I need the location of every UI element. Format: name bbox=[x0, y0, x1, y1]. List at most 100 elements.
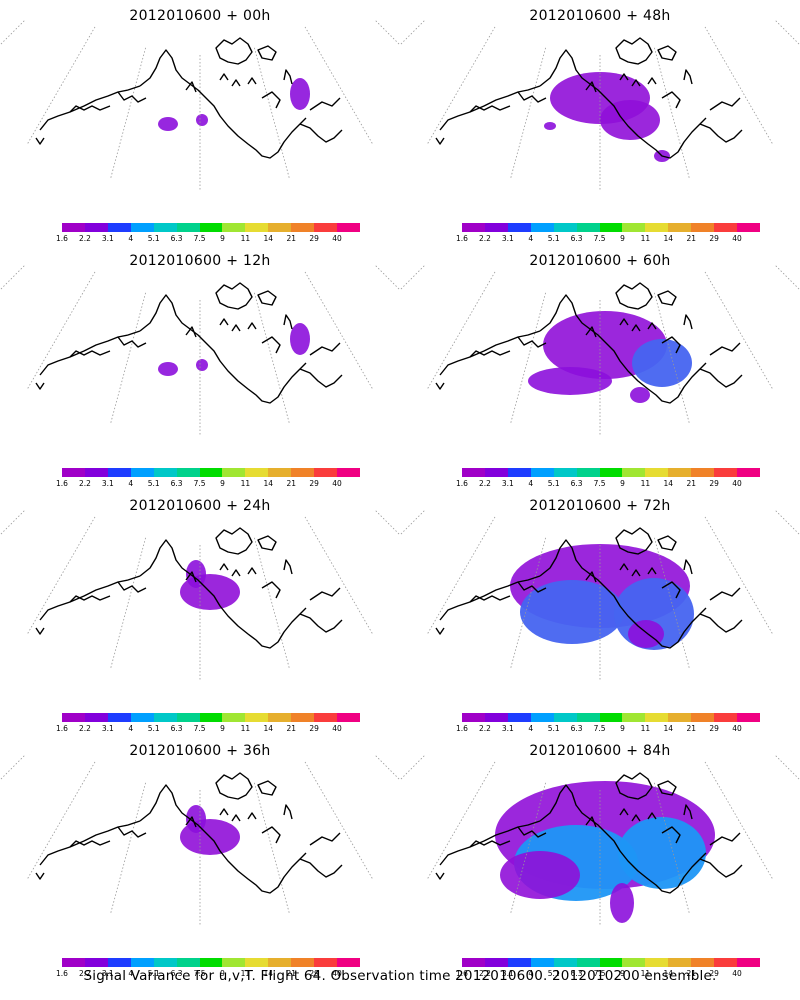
polar-map bbox=[400, 265, 800, 435]
colorbar-label: 14 bbox=[663, 969, 674, 978]
colorbar-label: 11 bbox=[240, 724, 251, 733]
colorbar-label: 21 bbox=[286, 234, 296, 243]
colorbar-label: 9 bbox=[620, 234, 625, 243]
colorbar-swatch bbox=[622, 713, 646, 722]
colorbar-swatch bbox=[553, 958, 577, 967]
variance-region bbox=[500, 851, 580, 899]
colorbar-label: 21 bbox=[686, 234, 696, 243]
colorbar-label: 9 bbox=[620, 724, 625, 733]
colorbar-label: 1.6 bbox=[56, 479, 68, 488]
colorbar-label: 40 bbox=[732, 479, 742, 488]
colorbar-swatch bbox=[691, 713, 715, 722]
polar-map bbox=[0, 20, 400, 190]
panel-title: 2012010600 + 00h bbox=[129, 8, 271, 24]
colorbar-label: 21 bbox=[286, 724, 296, 733]
colorbar bbox=[62, 223, 360, 232]
coastline bbox=[35, 37, 343, 159]
colorbar-label: 40 bbox=[332, 969, 342, 978]
colorbar-swatch bbox=[576, 223, 600, 232]
variance-region bbox=[528, 367, 612, 395]
variance-region bbox=[632, 339, 692, 387]
colorbar-swatch bbox=[530, 713, 554, 722]
colorbar-swatch bbox=[553, 223, 577, 232]
graticule bbox=[0, 510, 400, 680]
colorbar-swatch bbox=[714, 223, 738, 232]
colorbar-swatch bbox=[714, 713, 738, 722]
colorbar-swatch bbox=[507, 713, 531, 722]
colorbar-label: 14 bbox=[263, 479, 274, 488]
variance-region bbox=[520, 580, 624, 644]
variance-shading bbox=[510, 544, 694, 650]
polar-map bbox=[400, 20, 800, 190]
colorbar-label: 14 bbox=[263, 724, 274, 733]
colorbar-label: 9 bbox=[220, 969, 225, 978]
colorbar-label: 3.1 bbox=[501, 969, 514, 978]
colorbar-swatch bbox=[62, 713, 85, 722]
variance-shading bbox=[544, 72, 670, 162]
colorbar-label: 9 bbox=[220, 724, 225, 733]
colorbar-swatch bbox=[507, 468, 531, 477]
graticule bbox=[400, 20, 800, 190]
colorbar-swatch bbox=[268, 468, 292, 477]
colorbar-label: 2.2 bbox=[478, 234, 491, 243]
colorbar-swatch bbox=[130, 223, 154, 232]
variance-region bbox=[610, 883, 634, 923]
colorbar bbox=[462, 958, 760, 967]
colorbar-label: 14 bbox=[663, 724, 674, 733]
panel-title: 2012010600 + 48h bbox=[529, 8, 671, 24]
colorbar-label: 40 bbox=[332, 724, 342, 733]
colorbar-swatch bbox=[291, 958, 315, 967]
panel-title: 2012010600 + 72h bbox=[529, 498, 671, 514]
colorbar-label: 3.1 bbox=[501, 724, 514, 733]
colorbar-swatch bbox=[337, 958, 360, 967]
colorbar-label: 11 bbox=[240, 479, 251, 488]
colorbar-label: 4 bbox=[128, 234, 134, 243]
map-panel: 2012010600 + 36h 1.6 2.2 3.1 4 5.1 6.3 7.5 9 11 14… bbox=[0, 735, 400, 980]
colorbar-swatch bbox=[507, 223, 531, 232]
coastline bbox=[435, 527, 743, 649]
polar-map bbox=[400, 755, 800, 925]
colorbar-label: 3.1 bbox=[101, 234, 114, 243]
panel-title: 2012010600 + 84h bbox=[529, 743, 671, 759]
colorbar-swatch bbox=[62, 468, 85, 477]
variance-region bbox=[544, 122, 556, 130]
colorbar-label: 2.2 bbox=[78, 479, 91, 488]
colorbar-label: 21 bbox=[686, 479, 696, 488]
colorbar-swatch bbox=[668, 713, 692, 722]
colorbar-swatch bbox=[291, 713, 315, 722]
colorbar-swatch bbox=[84, 223, 108, 232]
colorbar-swatch bbox=[691, 958, 715, 967]
colorbar-label: 4 bbox=[528, 479, 534, 488]
colorbar-swatch bbox=[130, 468, 154, 477]
colorbar-swatch bbox=[107, 223, 131, 232]
colorbar-swatch bbox=[176, 223, 200, 232]
colorbar-swatch bbox=[553, 713, 577, 722]
polar-map bbox=[400, 510, 800, 680]
colorbar-swatch bbox=[337, 468, 360, 477]
colorbar-labels: 1.6 2.2 3.1 4 5.1 6.3 7.5 9 11 14 21 29 40 bbox=[50, 234, 372, 244]
colorbar-label: 29 bbox=[309, 234, 319, 243]
colorbar-label: 11 bbox=[240, 969, 251, 978]
colorbar-label: 29 bbox=[309, 969, 319, 978]
colorbar-swatch bbox=[737, 958, 760, 967]
graticule bbox=[400, 510, 800, 680]
colorbar-swatch bbox=[462, 468, 485, 477]
colorbar-swatch bbox=[268, 223, 292, 232]
panel-title: 2012010600 + 12h bbox=[129, 253, 271, 269]
colorbar-swatch bbox=[576, 468, 600, 477]
colorbar-swatch bbox=[314, 223, 338, 232]
variance-region bbox=[618, 817, 706, 889]
colorbar-swatch bbox=[268, 958, 292, 967]
colorbar-label: 2.2 bbox=[78, 234, 91, 243]
graticule bbox=[400, 265, 800, 435]
colorbar-swatch bbox=[62, 958, 85, 967]
variance-region bbox=[158, 117, 178, 131]
colorbar-swatch bbox=[668, 223, 692, 232]
colorbar-swatch bbox=[714, 958, 738, 967]
colorbar-swatch bbox=[222, 713, 246, 722]
colorbar-swatch bbox=[599, 713, 623, 722]
colorbar-swatch bbox=[153, 958, 177, 967]
colorbar-label: 21 bbox=[286, 479, 296, 488]
colorbar-label: 29 bbox=[709, 969, 719, 978]
colorbar-swatch bbox=[291, 223, 315, 232]
